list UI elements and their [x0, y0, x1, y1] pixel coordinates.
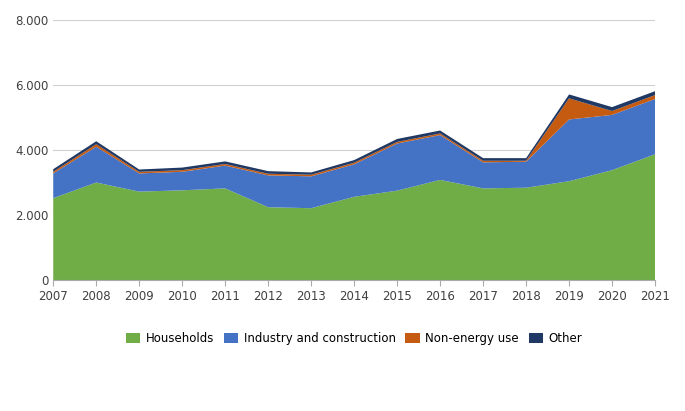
Legend: Households, Industry and construction, Non-energy use, Other: Households, Industry and construction, N… — [121, 328, 587, 350]
